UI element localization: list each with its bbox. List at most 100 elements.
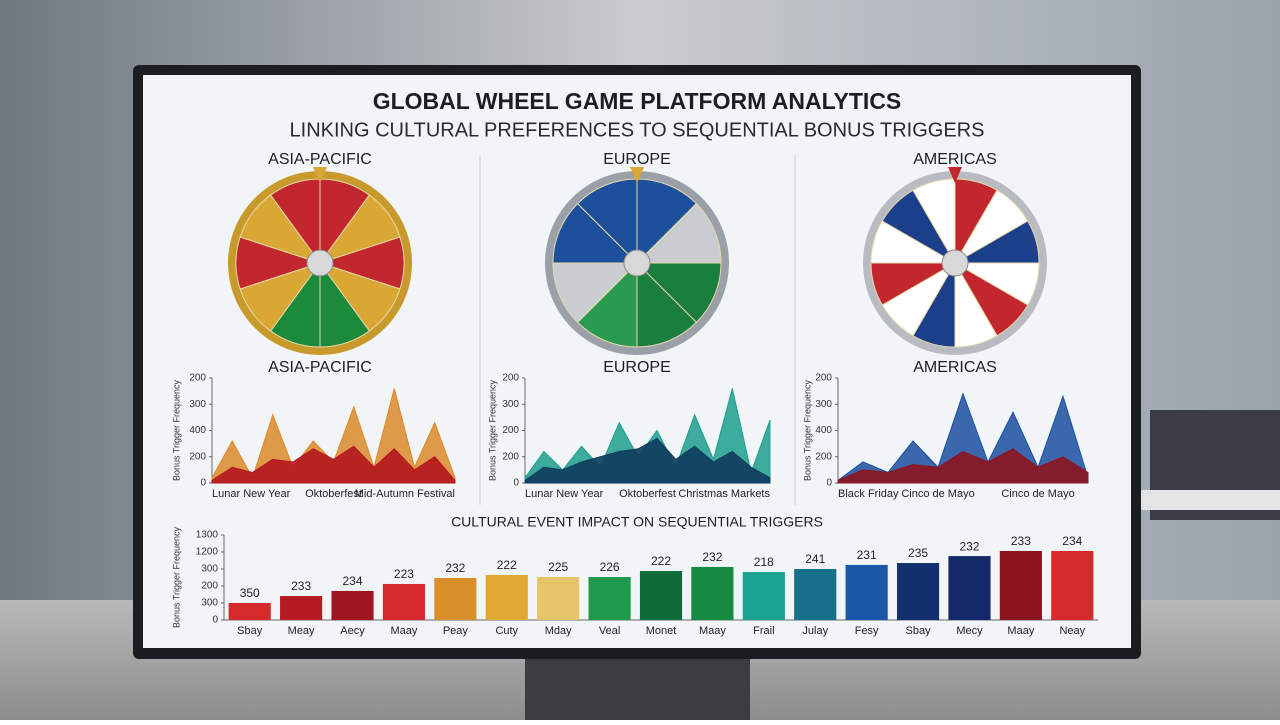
x-tick-label: Cinco de Mayo: [901, 488, 974, 500]
y-tick-label: 0: [513, 478, 519, 489]
x-tick-label: Oktoberfest: [619, 488, 676, 500]
x-tick-label: Black Friday: [838, 488, 899, 500]
wheel-pointer: [948, 167, 962, 183]
bar-annotation: 350: [240, 586, 260, 600]
bar: [280, 596, 323, 620]
y-tick-label: 200: [502, 373, 519, 384]
x-tick-label: Julay: [802, 625, 828, 637]
x-tick-label: Sbay: [906, 625, 932, 637]
x-tick-label: Neay: [1059, 625, 1085, 637]
x-tick-label: Monet: [646, 625, 677, 637]
y-tick-label: 400: [189, 425, 206, 436]
wheel-pointer: [313, 167, 327, 183]
bar-annotation: 231: [857, 548, 877, 562]
x-tick-label: Mecy: [956, 625, 983, 637]
desk: [1140, 490, 1280, 510]
x-tick-label: Aecy: [340, 625, 365, 637]
area: [524, 437, 771, 484]
x-tick-label: Cinco de Mayo: [1001, 488, 1074, 500]
y-tick-label: 300: [201, 564, 218, 575]
wheel-hub: [941, 249, 969, 277]
y-tick-label: 200: [502, 451, 519, 462]
bar-annotation: 225: [548, 560, 568, 574]
wheel-segment: [636, 261, 698, 348]
x-tick-label: Lunar New Year: [212, 488, 291, 500]
x-tick-label: Frail: [753, 625, 774, 637]
y-tick-label: 200: [815, 373, 832, 384]
wheel-segment: [635, 262, 722, 324]
bar-annotation: 222: [497, 558, 517, 572]
y-axis-label: Bonus Trigger Frequency: [802, 379, 812, 481]
x-tick-label: Sbay: [237, 625, 263, 637]
y-tick-label: 200: [189, 451, 206, 462]
wheel-hub: [623, 249, 651, 277]
x-tick-label: Mday: [545, 625, 572, 637]
y-tick-label: 300: [189, 399, 206, 410]
monitor-stand: [525, 655, 750, 720]
chart-title: AMERICAS: [913, 359, 997, 376]
y-tick-label: 0: [200, 478, 206, 489]
y-tick-label: 400: [815, 425, 832, 436]
bar-annotation: 235: [908, 546, 928, 560]
y-axis-label: Bonus Trigger Frequency: [171, 379, 181, 481]
bar-annotation: 241: [805, 552, 825, 566]
bar: [1051, 550, 1094, 620]
x-tick-label: Peay: [443, 625, 469, 637]
y-tick-label: 1300: [196, 530, 219, 541]
bar-annotation: 234: [343, 574, 363, 588]
y-axis-label: Bonus Trigger Frequency: [487, 379, 497, 481]
bar: [691, 566, 734, 620]
y-axis-label: Bonus Trigger Frequency: [171, 526, 181, 628]
chart-title: EUROPE: [603, 359, 671, 376]
bar: [588, 576, 631, 620]
bar-annotation: 233: [291, 579, 311, 593]
y-tick-label: 300: [201, 598, 218, 609]
area: [837, 448, 1089, 484]
bar-annotation: 233: [1011, 534, 1031, 548]
wheel-segment: [576, 261, 638, 348]
x-tick-label: Maay: [699, 625, 726, 637]
y-tick-label: 200: [189, 373, 206, 384]
y-tick-label: 200: [502, 425, 519, 436]
wheel-segment: [552, 262, 639, 324]
area: [211, 445, 456, 484]
chart-title: ASIA-PACIFIC: [268, 359, 372, 376]
bar-annotation: 232: [702, 550, 722, 564]
wheel-segment: [552, 202, 639, 264]
x-tick-label: Oktoberfest: [305, 488, 362, 500]
x-tick-label: Maay: [1007, 625, 1034, 637]
subtitle: LINKING CULTURAL PREFERENCES TO SEQUENTI…: [290, 119, 985, 141]
bar: [999, 550, 1042, 620]
bar-annotation: 232: [959, 539, 979, 553]
y-tick-label: 300: [815, 399, 832, 410]
title: GLOBAL WHEEL GAME PLATFORM ANALYTICS: [373, 88, 902, 114]
bar: [896, 563, 940, 620]
bar: [228, 603, 271, 620]
y-tick-label: 200: [815, 451, 832, 462]
x-tick-label: Fesy: [855, 625, 879, 637]
x-tick-label: Mid-Autumn Festival: [355, 488, 455, 500]
bar-annotation: 222: [651, 554, 671, 568]
bar: [434, 578, 477, 620]
x-tick-label: Cuty: [495, 625, 518, 637]
y-tick-label: 0: [212, 615, 218, 626]
x-tick-label: Veal: [599, 625, 620, 637]
bar-annotation: 223: [394, 567, 414, 581]
bar-annotation: 226: [600, 560, 620, 574]
chart-title: CULTURAL EVENT IMPACT ON SEQUENTIAL TRIG…: [451, 514, 823, 530]
x-tick-label: Meay: [288, 625, 315, 637]
bar: [948, 556, 991, 620]
x-tick-label: Lunar New Year: [525, 488, 604, 500]
y-tick-label: 1200: [196, 547, 219, 558]
y-tick-label: 200: [201, 581, 218, 592]
x-tick-label: Christmas Markets: [678, 488, 770, 500]
bar: [331, 590, 374, 620]
wheel-label: ASIA-PACIFIC: [268, 151, 372, 168]
bar-annotation: 232: [445, 561, 465, 575]
bar-annotation: 218: [754, 555, 774, 569]
wheel-hub: [306, 249, 334, 277]
y-tick-label: 300: [502, 399, 519, 410]
y-tick-label: 0: [826, 478, 832, 489]
